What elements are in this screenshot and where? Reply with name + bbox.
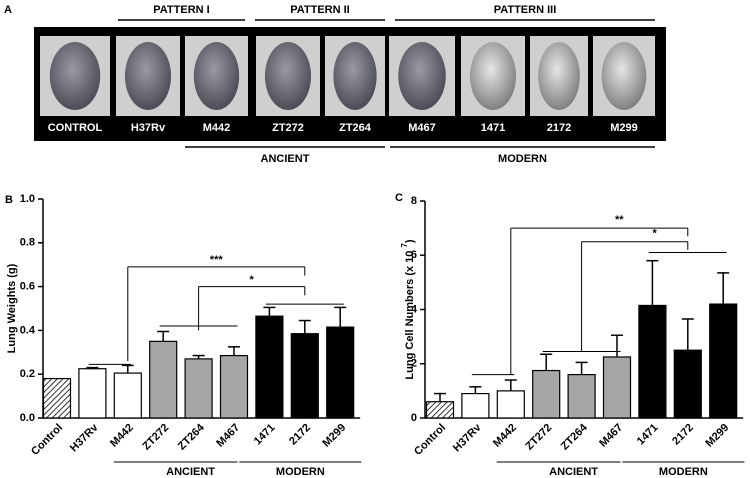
group-label: MODERN <box>659 466 708 478</box>
y-tick-label: 8 <box>411 195 417 207</box>
sample-label: M467 <box>408 122 436 134</box>
x-tick-label: 2172 <box>287 422 313 448</box>
significance: * <box>653 227 658 239</box>
sample-label: H37Rv <box>131 122 166 134</box>
panel-letter: B <box>5 194 13 206</box>
bar <box>326 326 355 419</box>
significance: ** <box>615 214 624 226</box>
panel-letter: C <box>395 192 403 204</box>
sample-label: 1471 <box>481 122 505 134</box>
y-tick-label: 1.0 <box>20 193 35 205</box>
lung <box>124 42 172 110</box>
bar <box>113 372 142 419</box>
sample-label: ZT264 <box>339 122 372 134</box>
lung <box>49 42 101 110</box>
x-tick-label: 1471 <box>635 422 661 448</box>
bar <box>219 354 249 419</box>
y-tick-label: 0.6 <box>20 281 35 293</box>
bar <box>184 358 213 419</box>
lung <box>601 42 647 110</box>
sample-label: ZT272 <box>272 122 304 134</box>
x-tick-label: ZT264 <box>559 421 591 453</box>
y-tick-label: 0.8 <box>20 237 35 249</box>
y-tick-label: 2 <box>411 358 417 370</box>
x-tick-label: H37Rv <box>68 421 101 454</box>
group-label: ANCIENT <box>549 466 598 478</box>
x-tick-label: Control <box>412 422 448 458</box>
sample-label: M299 <box>610 122 638 134</box>
x-tick-label: ZT264 <box>176 421 208 453</box>
lung <box>264 42 312 110</box>
x-tick-label: M299 <box>320 422 348 450</box>
bar <box>638 304 667 419</box>
lineage-label: ANCIENT <box>261 153 310 165</box>
x-tick-label: ZT272 <box>140 422 171 453</box>
bar <box>42 377 72 419</box>
y-tick-label: 0.0 <box>20 412 35 424</box>
x-tick-label: H37Rv <box>451 421 484 454</box>
significance: * <box>250 274 255 286</box>
y-tick-label: 0.2 <box>20 368 35 380</box>
lung <box>538 42 580 110</box>
bar <box>290 333 319 419</box>
pattern-label: PATTERN II <box>290 4 349 16</box>
lung <box>398 42 446 110</box>
bar <box>496 390 525 419</box>
x-tick-label: M467 <box>214 422 242 450</box>
y-axis-label-part: Lung Weights (g) <box>6 263 18 353</box>
x-tick-label: M467 <box>597 422 625 450</box>
y-tick-label: 6 <box>411 249 417 261</box>
bar <box>425 401 455 419</box>
y-axis-label: Lung Cell Numbers (x 10 7) <box>400 239 416 379</box>
sample-label: CONTROL <box>48 122 103 134</box>
bar <box>78 368 107 419</box>
bar <box>255 315 284 419</box>
group-label: MODERN <box>276 466 325 478</box>
x-tick-label: M442 <box>108 422 136 450</box>
bar <box>532 369 561 419</box>
lung <box>333 42 377 110</box>
y-axis-label-part: 7 <box>400 243 409 248</box>
y-tick-label: 4 <box>411 303 418 315</box>
significance: *** <box>210 254 224 266</box>
y-axis-label-part: ) <box>404 239 416 243</box>
sample-label: 2172 <box>547 122 571 134</box>
y-tick-label: 0 <box>411 412 417 424</box>
group-label: ANCIENT <box>166 466 215 478</box>
pattern-label: PATTERN III <box>494 4 557 16</box>
y-axis-label-part: Lung Cell Numbers (x 10 <box>404 251 416 380</box>
x-tick-label: Control <box>29 422 65 458</box>
bar <box>709 303 738 419</box>
bar <box>602 356 632 419</box>
lung <box>193 42 240 110</box>
bar <box>149 340 178 419</box>
lung <box>469 42 517 110</box>
x-tick-label: M299 <box>703 422 731 450</box>
x-tick-label: ZT272 <box>523 422 554 453</box>
sample-label: M442 <box>203 122 231 134</box>
bar <box>461 392 490 419</box>
x-tick-label: M442 <box>491 422 519 450</box>
bar <box>567 374 596 419</box>
x-tick-label: 1471 <box>252 422 278 448</box>
pattern-label: PATTERN I <box>153 4 209 16</box>
bar <box>673 349 702 419</box>
panel-letter: A <box>4 4 12 16</box>
y-tick-label: 0.4 <box>20 324 36 336</box>
x-tick-label: 2172 <box>670 422 696 448</box>
y-axis-label: Lung Weights (g) <box>6 263 18 353</box>
lineage-label: MODERN <box>498 153 547 165</box>
